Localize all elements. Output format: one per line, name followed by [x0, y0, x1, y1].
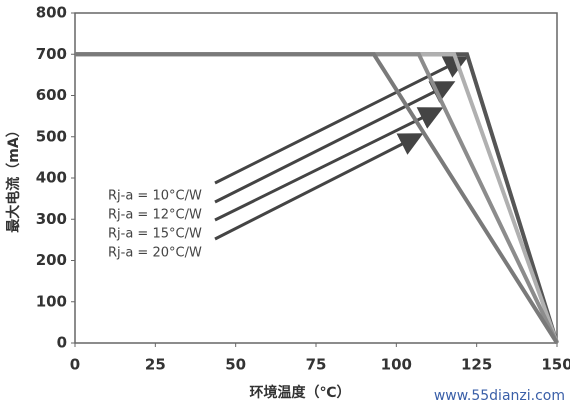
- x-tick-label: 100: [381, 356, 412, 374]
- x-tick-label: 0: [70, 356, 80, 374]
- legend-label: Rj-a = 12°C/W: [108, 208, 202, 223]
- series-line: [75, 52, 559, 345]
- y-tick-label: 500: [36, 127, 67, 145]
- legend-label: Rj-a = 20°C/W: [108, 246, 202, 261]
- legend-label: Rj-a = 15°C/W: [108, 227, 202, 242]
- x-tick-label: 25: [145, 356, 166, 374]
- y-tick-label: 800: [36, 4, 67, 22]
- x-tick-label: 125: [461, 356, 492, 374]
- y-tick-label: 0: [57, 334, 67, 352]
- plot-frame: [74, 12, 558, 344]
- y-tick-label: 400: [36, 169, 67, 187]
- x-tick-label: 75: [306, 356, 327, 374]
- y-tick-label: 700: [36, 45, 67, 63]
- y-tick-label: 100: [36, 292, 67, 310]
- y-axis-label: 最大电流（mA）: [5, 123, 22, 232]
- arrows: [214, 56, 469, 241]
- watermark: www.55dianzi.com: [434, 388, 565, 404]
- y-tick-label: 300: [36, 210, 67, 228]
- legend-label: Rj-a = 10°C/W: [108, 189, 202, 204]
- x-tick-label: 50: [225, 356, 246, 374]
- y-tick-label: 600: [36, 86, 67, 104]
- y-tick-label: 200: [36, 251, 67, 269]
- x-tick-label: 150: [541, 356, 570, 374]
- x-axis-label: 环境温度（℃）: [250, 384, 351, 401]
